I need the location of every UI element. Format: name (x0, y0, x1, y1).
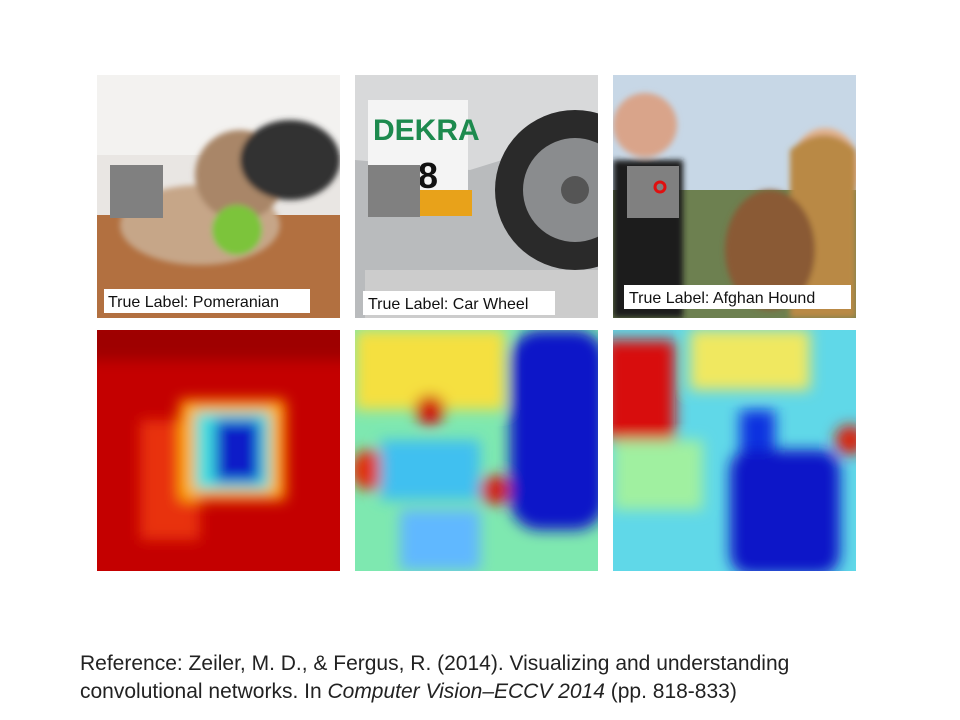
heatmap (613, 330, 856, 571)
reference-part: convolutional networks. In (80, 680, 327, 703)
true-label: True Label: Pomeranian (108, 294, 279, 311)
photo-car: DEKRA 8 (355, 75, 598, 318)
label-box (363, 291, 555, 315)
reference-part: (pp. 818-833) (605, 680, 737, 703)
heatmap (355, 330, 598, 571)
true-label: True Label: Afghan Hound (629, 290, 815, 307)
photo-hound (613, 75, 856, 318)
photo-text: 8 (418, 155, 438, 196)
reference-text: Reference: Zeiler, M. D., & Fergus, R. (… (80, 652, 789, 675)
label-box (104, 289, 310, 313)
true-label: True Label: Car Wheel (368, 296, 528, 313)
heatmap (97, 330, 340, 571)
photo-pomeranian (97, 75, 340, 318)
label-box (624, 285, 851, 309)
reference-text: convolutional networks. In Computer Visi… (80, 680, 737, 703)
photo-text: DEKRA (373, 114, 480, 147)
reference-venue: Computer Vision–ECCV 2014 (327, 680, 604, 703)
